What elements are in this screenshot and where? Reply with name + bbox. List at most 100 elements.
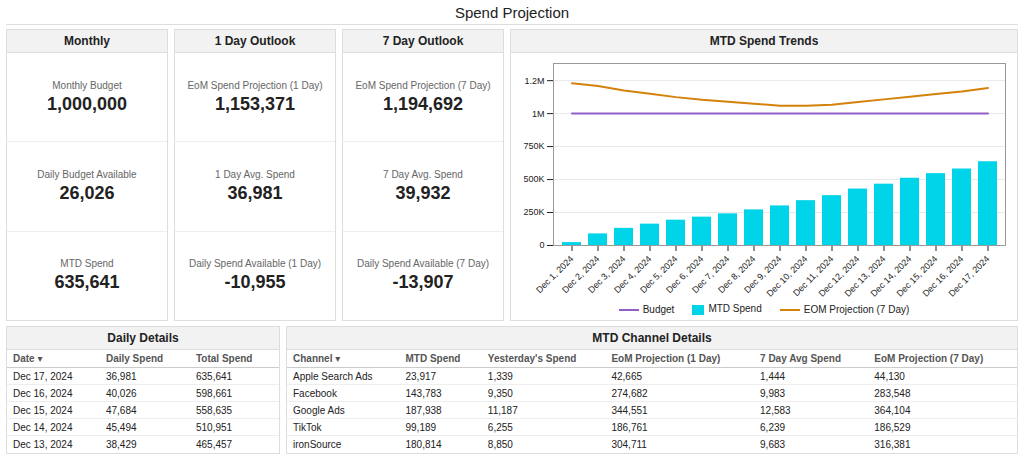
svg-text:Dec 11, 2024: Dec 11, 2024: [791, 253, 836, 299]
svg-text:Dec 2, 2024: Dec 2, 2024: [560, 253, 602, 296]
svg-text:Dec 4, 2024: Dec 4, 2024: [612, 253, 654, 296]
svg-text:0: 0: [539, 240, 544, 250]
svg-text:Dec 14, 2024: Dec 14, 2024: [868, 253, 914, 299]
html-text:8,850: 8,850: [487, 438, 513, 450]
html-text:23,917: 23,917: [405, 370, 437, 382]
html-text:-10,955: -10,955: [224, 272, 286, 293]
svg-text:750K: 750K: [523, 141, 544, 151]
html-text:Daily Spend Available (1 Day): Daily Spend Available (1 Day): [188, 258, 321, 270]
svg-text:Dec 15, 2024: Dec 15, 2024: [894, 253, 940, 299]
html-text:Google Ads: Google Ads: [293, 404, 345, 416]
svg-text:Dec 12, 2024: Dec 12, 2024: [816, 253, 862, 299]
html-text:EoM Spend Projection (7 Day): EoM Spend Projection (7 Day): [355, 79, 491, 91]
svg-text:Dec 13, 2024: Dec 13, 2024: [842, 253, 888, 299]
html-text:MTD Spend: MTD Spend: [708, 303, 762, 315]
html-text:36,981: 36,981: [105, 370, 137, 382]
html-text:Dec 14, 2024: Dec 14, 2024: [13, 421, 73, 433]
html-text:1,339: 1,339: [487, 370, 513, 382]
svg-text:1M: 1M: [532, 108, 545, 118]
html-text:7 Day Avg. Spend: 7 Day Avg. Spend: [383, 169, 463, 180]
html-text:Daily Spend: Daily Spend: [105, 353, 164, 364]
html-text:Daily Spend Available (7 Day): Daily Spend Available (7 Day): [356, 258, 489, 270]
html-text:EOM Projection (7 Day): EOM Projection (7 Day): [803, 303, 910, 315]
html-text:12,583: 12,583: [760, 404, 791, 416]
svg-text:Dec 10, 2024: Dec 10, 2024: [764, 253, 810, 299]
html-text:Date ▾: Date ▾: [13, 353, 43, 364]
html-text:598,661: 598,661: [196, 387, 233, 399]
html-text:1 Day Avg. Spend: 1 Day Avg. Spend: [215, 169, 295, 180]
html-text:186,761: 186,761: [611, 421, 648, 433]
html-text:Facebook: Facebook: [293, 387, 337, 399]
html-text:283,548: 283,548: [874, 387, 911, 399]
html-text:304,711: 304,711: [611, 438, 647, 450]
svg-text:1.2M: 1.2M: [524, 76, 544, 86]
svg-text:250K: 250K: [523, 207, 544, 217]
html-text:316,381: 316,381: [874, 438, 911, 450]
html-text:635,641: 635,641: [196, 370, 233, 382]
html-text:1,444: 1,444: [760, 370, 786, 382]
html-text:Dec 17, 2024: Dec 17, 2024: [13, 370, 73, 382]
html-text:143,783: 143,783: [405, 387, 442, 399]
html-text:TikTok: TikTok: [293, 421, 322, 433]
html-text:187,938: 187,938: [405, 404, 442, 416]
svg-text:Dec 8, 2024: Dec 8, 2024: [716, 253, 758, 296]
html-text:Channel ▾: Channel ▾: [293, 353, 341, 364]
svg-text:Dec 5, 2024: Dec 5, 2024: [638, 253, 680, 296]
svg-text:Dec 1, 2024: Dec 1, 2024: [534, 253, 576, 296]
svg-text:Dec 17, 2024: Dec 17, 2024: [947, 254, 992, 299]
html-text:MTD Spend: MTD Spend: [60, 258, 114, 270]
html-text:1,194,692: 1,194,692: [383, 93, 463, 114]
html-text:38,429: 38,429: [105, 438, 137, 450]
html-text:99,189: 99,189: [405, 421, 437, 433]
html-text:186,529: 186,529: [874, 421, 911, 433]
html-text:-13,907: -13,907: [392, 272, 454, 293]
html-text:9,983: 9,983: [760, 387, 786, 399]
html-text:Apple Search Ads: Apple Search Ads: [293, 370, 373, 382]
html-text:Spend Projection: Spend Projection: [454, 4, 570, 21]
html-text:47,684: 47,684: [105, 404, 137, 416]
html-text:1,000,000: 1,000,000: [47, 93, 127, 114]
html-text:MTD Spend Trends: MTD Spend Trends: [709, 34, 819, 48]
html-text:26,026: 26,026: [59, 183, 115, 203]
html-text:1,153,371: 1,153,371: [215, 93, 295, 114]
html-text:364,104: 364,104: [874, 404, 911, 416]
html-text:36,981: 36,981: [227, 183, 283, 203]
svg-text:Dec 6, 2024: Dec 6, 2024: [664, 253, 706, 296]
html-text:44,130: 44,130: [874, 370, 905, 382]
html-text:635,641: 635,641: [54, 272, 120, 293]
html-text:6,255: 6,255: [487, 421, 513, 433]
html-text:Budget: Budget: [642, 303, 675, 315]
svg-text:Dec 9, 2024: Dec 9, 2024: [742, 253, 784, 296]
html-text:Monthly Budget: Monthly Budget: [52, 79, 122, 91]
html-text:9,350: 9,350: [487, 387, 513, 399]
html-text:Dec 16, 2024: Dec 16, 2024: [13, 387, 73, 399]
html-text:ironSource: ironSource: [293, 438, 342, 450]
html-text:40,026: 40,026: [105, 387, 137, 399]
html-text:MTD Channel Details: MTD Channel Details: [592, 331, 712, 345]
html-text:510,951: 510,951: [196, 421, 233, 433]
html-text:344,551: 344,551: [611, 404, 648, 416]
html-text:Dec 13, 2024: Dec 13, 2024: [13, 438, 73, 450]
html-text:42,665: 42,665: [611, 370, 642, 382]
html-text:9,683: 9,683: [760, 438, 786, 450]
html-text:11,187: 11,187: [487, 404, 518, 416]
html-text:45,494: 45,494: [105, 421, 137, 433]
html-text:Monthly: Monthly: [64, 34, 110, 48]
html-text:7 Day Outlook: 7 Day Outlook: [382, 34, 464, 48]
html-text:558,635: 558,635: [196, 404, 233, 416]
html-text:465,457: 465,457: [196, 438, 233, 450]
svg-text:Dec 3, 2024: Dec 3, 2024: [586, 253, 628, 296]
svg-text:Dec 16, 2024: Dec 16, 2024: [920, 253, 966, 299]
html-text:39,932: 39,932: [395, 183, 451, 203]
html-text:EoM Spend Projection (1 Day): EoM Spend Projection (1 Day): [187, 79, 323, 91]
html-text:Total Spend: Total Spend: [196, 353, 253, 364]
svg-text:Dec 7, 2024: Dec 7, 2024: [690, 253, 732, 296]
html-text:6,239: 6,239: [760, 421, 786, 433]
html-text:Dec 15, 2024: Dec 15, 2024: [13, 404, 73, 416]
html-text:180,814: 180,814: [405, 438, 442, 450]
html-text:1 Day Outlook: 1 Day Outlook: [214, 34, 296, 48]
html-text:274,682: 274,682: [611, 387, 648, 399]
svg-text:500K: 500K: [523, 174, 544, 184]
html-text:Daily Budget Available: Daily Budget Available: [37, 169, 137, 180]
html-text:Daily Details: Daily Details: [107, 331, 179, 345]
